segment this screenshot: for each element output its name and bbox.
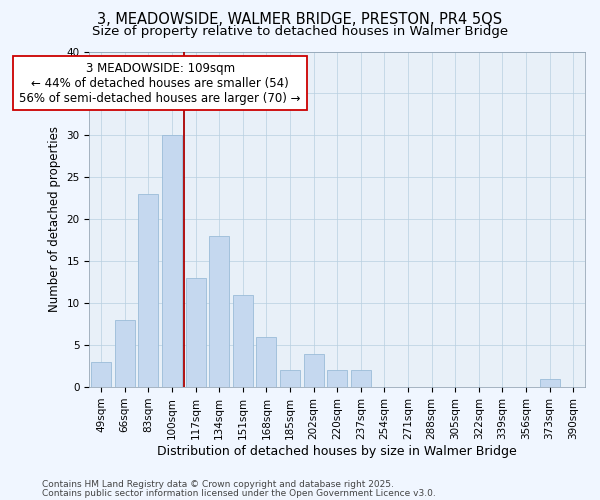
Bar xyxy=(162,136,182,387)
Bar xyxy=(91,362,111,387)
Bar xyxy=(209,236,229,387)
Bar xyxy=(539,378,560,387)
Text: Contains HM Land Registry data © Crown copyright and database right 2025.: Contains HM Land Registry data © Crown c… xyxy=(42,480,394,489)
Bar xyxy=(233,295,253,387)
Text: 3, MEADOWSIDE, WALMER BRIDGE, PRESTON, PR4 5QS: 3, MEADOWSIDE, WALMER BRIDGE, PRESTON, P… xyxy=(97,12,503,28)
Bar xyxy=(115,320,135,387)
X-axis label: Distribution of detached houses by size in Walmer Bridge: Distribution of detached houses by size … xyxy=(157,444,517,458)
Y-axis label: Number of detached properties: Number of detached properties xyxy=(48,126,61,312)
Text: Contains public sector information licensed under the Open Government Licence v3: Contains public sector information licen… xyxy=(42,489,436,498)
Bar xyxy=(138,194,158,387)
Bar xyxy=(280,370,300,387)
Bar xyxy=(304,354,323,387)
Bar xyxy=(351,370,371,387)
Bar xyxy=(327,370,347,387)
Text: 3 MEADOWSIDE: 109sqm
← 44% of detached houses are smaller (54)
56% of semi-detac: 3 MEADOWSIDE: 109sqm ← 44% of detached h… xyxy=(19,62,301,104)
Bar xyxy=(256,337,277,387)
Bar xyxy=(185,278,206,387)
Text: Size of property relative to detached houses in Walmer Bridge: Size of property relative to detached ho… xyxy=(92,25,508,38)
